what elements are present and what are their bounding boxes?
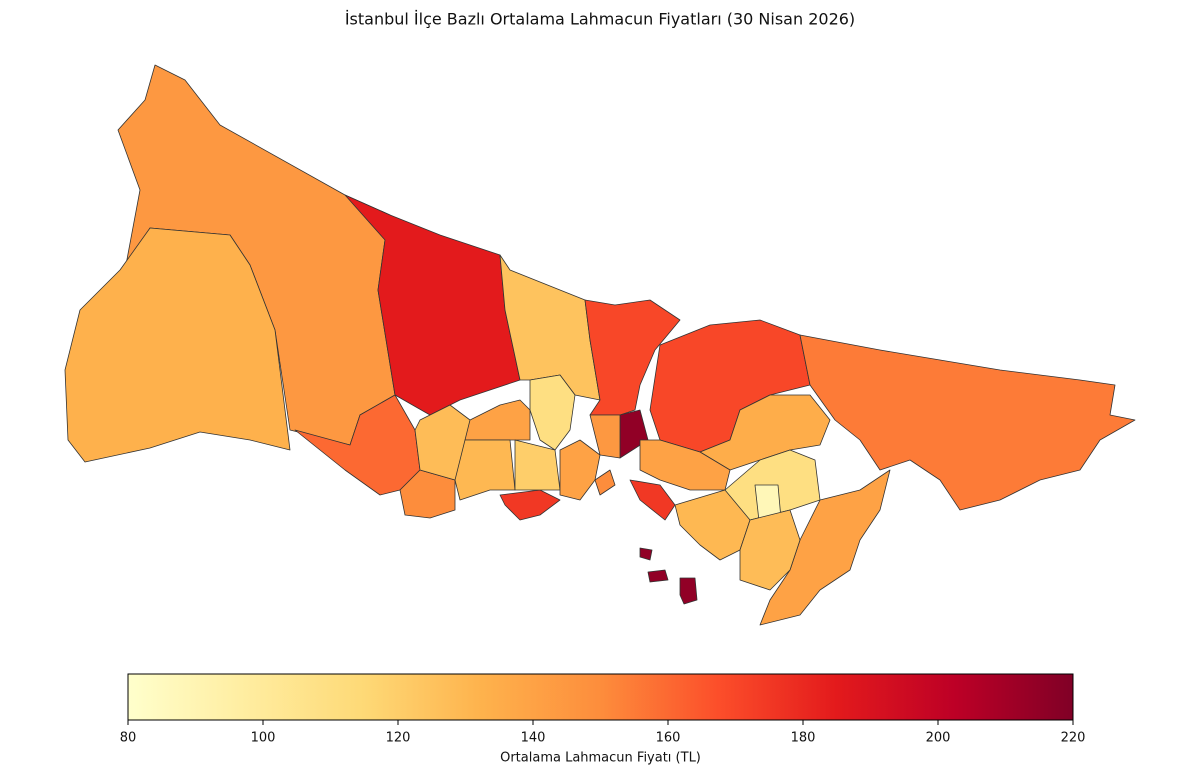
district [454,439,516,501]
colorbar-tick-label: 160 [656,731,681,746]
district [499,489,561,521]
district-layer [64,64,1136,626]
district [589,414,621,459]
colorbar-tick-label: 180 [791,731,816,746]
district [464,399,531,441]
district [679,577,698,605]
map-title: İstanbul İlçe Bazlı Ortalama Lahmacun Fi… [345,10,855,29]
district [584,299,681,416]
district [514,439,561,491]
district [739,509,801,591]
district [64,227,291,463]
colorbar-tick-label: 200 [926,731,951,746]
district [799,334,1136,511]
colorbar-tick-label: 220 [1061,731,1086,746]
district [559,439,601,501]
colorbar-tick-label: 120 [386,731,411,746]
district [529,374,576,451]
district [594,469,616,496]
district [639,547,653,561]
district [629,479,676,521]
colorbar-tick-label: 140 [521,731,546,746]
district [674,489,751,561]
colorbar-tick-label: 100 [251,731,276,746]
colorbar-gradient [127,673,1074,721]
colorbar-tick-label: 80 [120,731,137,746]
district [647,569,669,583]
colorbar: 80 100 120 140 160 180 200 220 Ortalama Lahmacun… [120,673,1086,766]
district [344,194,521,416]
colorbar-label: Ortalama Lahmacun Fiyatı (TL) [500,751,701,766]
